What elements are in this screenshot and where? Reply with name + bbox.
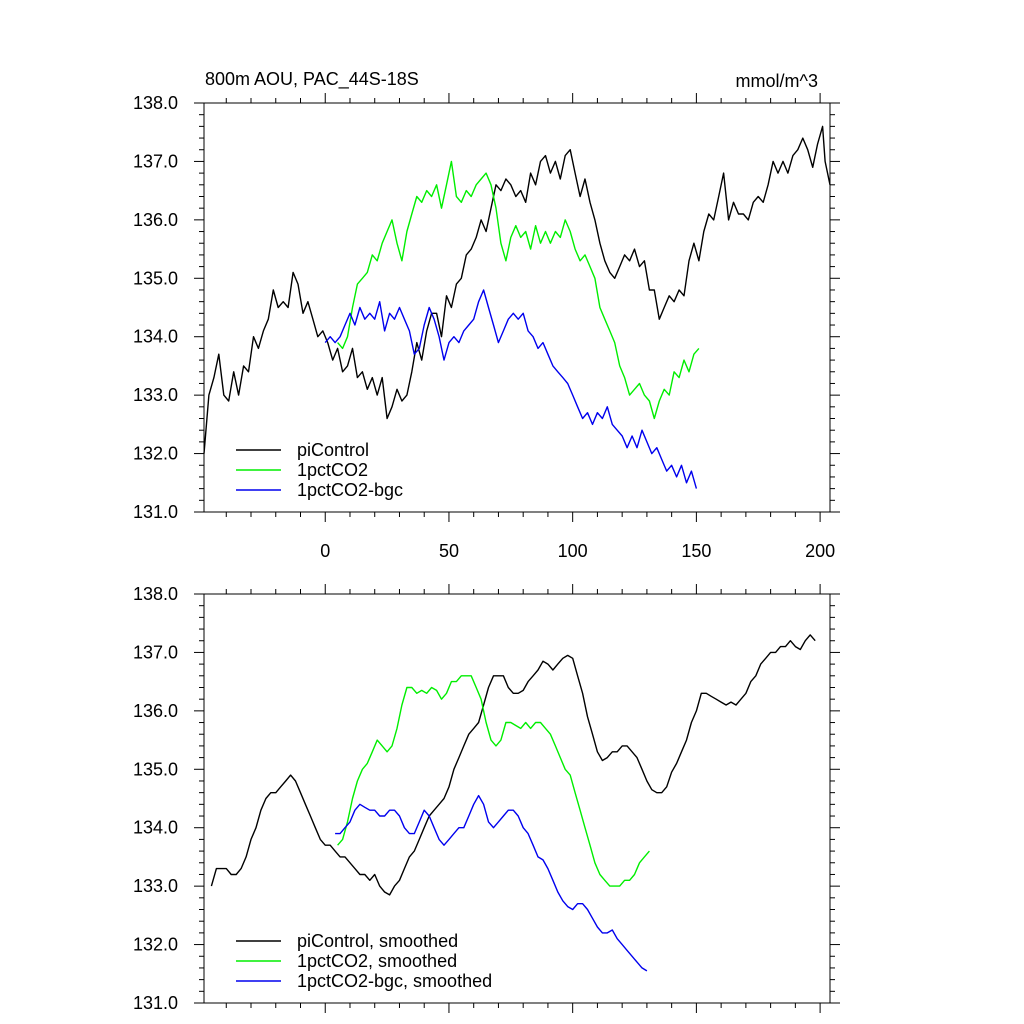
y-tick-label: 134.0 — [133, 818, 178, 838]
y-tick-label: 132.0 — [133, 444, 178, 464]
y-tick-label: 131.0 — [133, 502, 178, 522]
series-line-1pctco2-bgc — [324, 289, 698, 489]
y-tick-label: 133.0 — [133, 876, 178, 896]
y-tick-label: 136.0 — [133, 701, 178, 721]
y-tick-label: 137.0 — [133, 642, 178, 662]
top-panel: 800m AOU, PAC_44S-18S mmol/m^3 131.0 132.… — [133, 69, 840, 561]
bottom-panel: 131.0 132.0 133.0 134.0 135.0 136.0 137.0 138.0… — [133, 584, 840, 1013]
series-line-1pctco2-bgc-smoothed — [335, 794, 648, 972]
x-tick-label: 150 — [681, 541, 711, 561]
y-tick-label: 133.0 — [133, 385, 178, 405]
series-line-picontrol-smoothed — [210, 634, 816, 896]
legend-label: piControl, smoothed — [297, 931, 458, 951]
y-tick-label: 138.0 — [133, 93, 178, 113]
legend-label: piControl — [297, 440, 369, 460]
x-tick-label: 50 — [439, 541, 459, 561]
x-tick-label: 100 — [558, 541, 588, 561]
top-panel-title: 800m AOU, PAC_44S-18S — [205, 69, 419, 90]
x-tick-label: 0 — [320, 541, 330, 561]
y-tick-label: 136.0 — [133, 210, 178, 230]
plot-frame — [203, 593, 831, 1004]
x-tick-label: 200 — [805, 541, 835, 561]
series-line-1pctco2-smoothed — [337, 675, 650, 887]
y-tick-label: 135.0 — [133, 268, 178, 288]
y-tick-label: 137.0 — [133, 151, 178, 171]
y-tick-label: 138.0 — [133, 584, 178, 604]
series-line-1pctco2 — [337, 160, 700, 420]
top-panel-units-label: mmol/m^3 — [736, 71, 818, 91]
y-tick-label: 135.0 — [133, 759, 178, 779]
legend-label: 1pctCO2 — [297, 460, 368, 480]
plot-frame — [203, 102, 831, 513]
y-tick-label: 131.0 — [133, 993, 178, 1013]
y-tick-label: 132.0 — [133, 935, 178, 955]
y-tick-label: 134.0 — [133, 327, 178, 347]
series-line-picontrol — [203, 125, 831, 454]
legend-label: 1pctCO2-bgc — [297, 480, 403, 500]
legend-label: 1pctCO2-bgc, smoothed — [297, 971, 492, 991]
legend-label: 1pctCO2, smoothed — [297, 951, 457, 971]
